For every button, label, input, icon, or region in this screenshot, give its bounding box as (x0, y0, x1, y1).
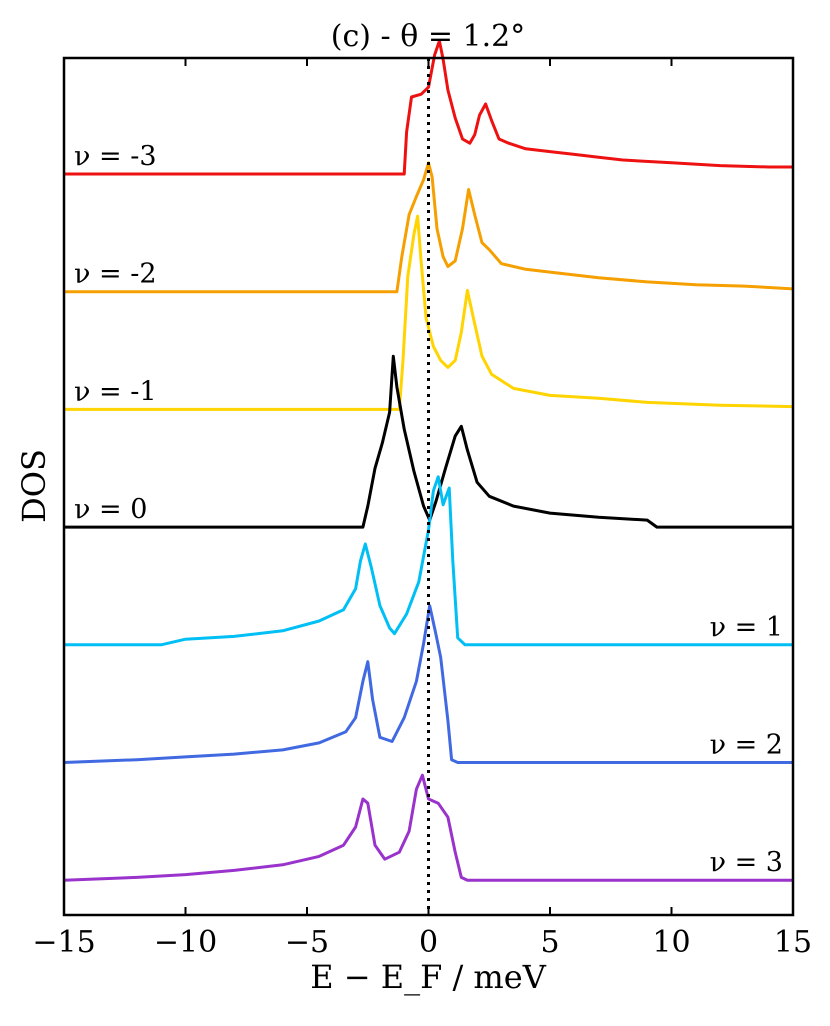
x-axis-label: E − E_F / meV (310, 958, 546, 996)
x-tick-label: 5 (540, 925, 559, 960)
plot-content: ν = -3 ν = -2 ν = -1 ν = 0 ν = 1 ν = 2 ν = 3 (63, 39, 794, 915)
x-tick-label: −5 (285, 925, 329, 960)
series-line-1 (64, 161, 794, 294)
series-label-6: ν = 3 (710, 847, 783, 878)
series-line-6 (63, 773, 793, 882)
series-label-5: ν = 2 (710, 730, 783, 761)
series-line-0 (64, 39, 793, 176)
x-tick-label: −10 (154, 925, 217, 960)
series-line-4 (64, 475, 793, 647)
series-label-4: ν = 1 (710, 612, 783, 643)
x-tick-label: −15 (32, 925, 95, 960)
series-label-2: ν = -1 (74, 376, 157, 407)
x-tick-label: 15 (774, 925, 812, 960)
x-tick-label: 10 (652, 925, 690, 960)
series-label-1: ν = -2 (74, 259, 157, 290)
series-line-3 (64, 354, 793, 529)
series-label-0: ν = -3 (74, 141, 157, 172)
chart-title: (c) - θ = 1.2° (331, 19, 525, 54)
series-line-2 (64, 214, 794, 411)
x-axis: −15 −10 −5 0 5 10 15 (32, 58, 812, 960)
series-label-3: ν = 0 (74, 494, 147, 525)
y-axis-label: DOS (15, 449, 53, 523)
series-line-5 (63, 604, 793, 764)
x-tick-label: 0 (419, 925, 438, 960)
